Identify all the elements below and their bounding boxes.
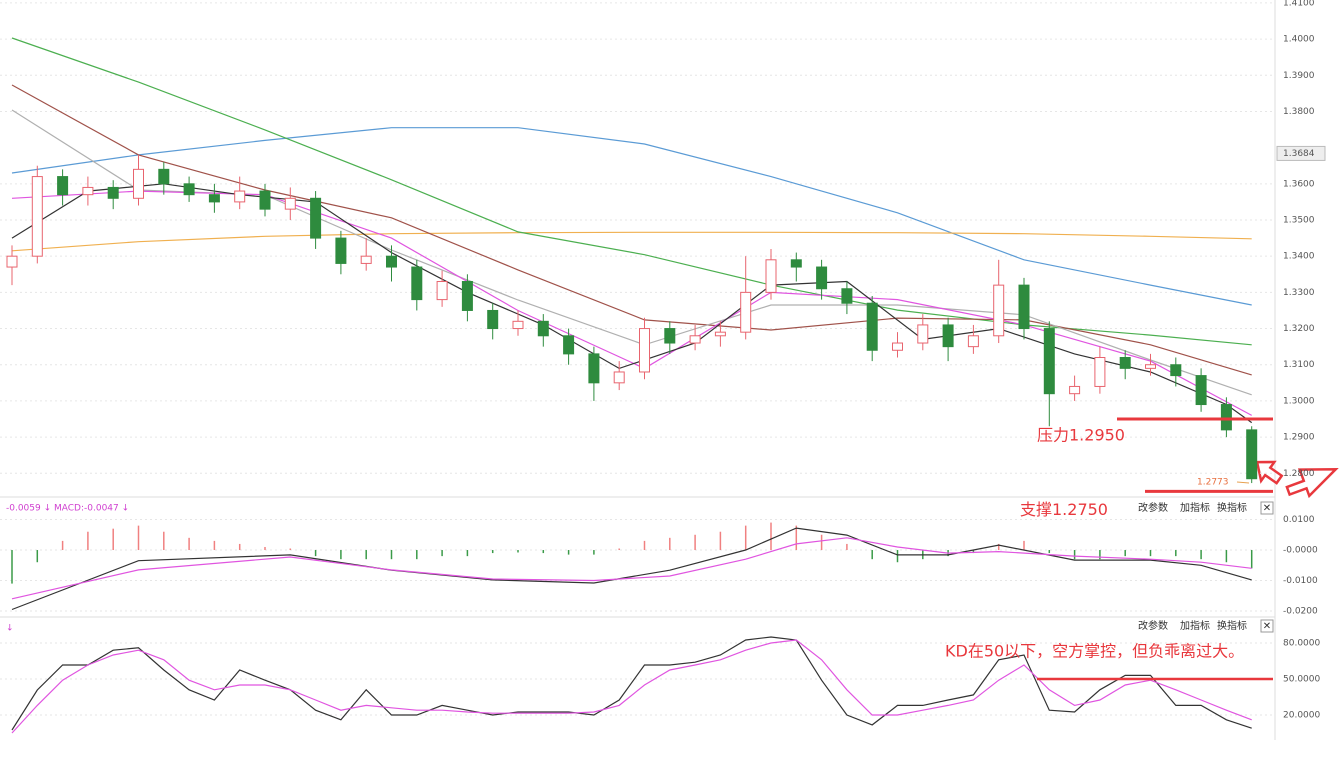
candle-body bbox=[740, 291, 752, 333]
candle-body bbox=[6, 255, 18, 268]
y-tick-label: 1.2900 bbox=[1283, 433, 1315, 443]
candle-body bbox=[714, 331, 726, 337]
y-tick-label: 1.3000 bbox=[1283, 396, 1315, 406]
y-tick-label: 50.0000 bbox=[1283, 674, 1320, 684]
candle-body bbox=[639, 328, 650, 373]
y-tick-label: 0.0100 bbox=[1283, 515, 1315, 525]
y-tick-label: 20.0000 bbox=[1283, 710, 1320, 720]
candle-body bbox=[310, 197, 322, 239]
y-tick-label: 1.3200 bbox=[1283, 324, 1315, 334]
indicator-header: -0.0059 ↓ MACD:-0.0047 ↓ bbox=[6, 504, 129, 514]
toolbar-button: 改参数 bbox=[1138, 619, 1168, 632]
candle-body bbox=[866, 302, 878, 351]
y-tick-label: -0.0100 bbox=[1283, 576, 1318, 586]
level-label: 压力1.2950 bbox=[1037, 426, 1125, 445]
moving-average bbox=[11, 183, 1253, 424]
toolbar-button: 换指标 bbox=[1217, 619, 1247, 632]
price-marker bbox=[1276, 145, 1326, 161]
candle-body bbox=[82, 186, 94, 196]
candle-body bbox=[133, 168, 144, 199]
button-box bbox=[1260, 501, 1274, 515]
candle-body bbox=[664, 328, 676, 344]
y-tick-label: 1.3800 bbox=[1283, 107, 1315, 117]
candle-body bbox=[588, 353, 600, 384]
y-tick-label: 1.3900 bbox=[1283, 71, 1315, 81]
toolbar-button: 换指标 bbox=[1217, 501, 1247, 514]
candle-body bbox=[1220, 404, 1232, 431]
candle-body bbox=[512, 320, 524, 330]
macd-line bbox=[11, 537, 1252, 600]
candle-body bbox=[942, 324, 954, 348]
candle-body bbox=[1195, 375, 1207, 406]
candle-body bbox=[790, 259, 802, 268]
candle-body bbox=[892, 342, 903, 351]
candle-body bbox=[487, 309, 499, 330]
candle-body bbox=[537, 320, 549, 337]
candle-body bbox=[841, 288, 853, 304]
candle-body bbox=[816, 266, 828, 290]
kd-line bbox=[11, 639, 1252, 734]
kd-line bbox=[11, 636, 1252, 731]
moving-average bbox=[11, 127, 1252, 306]
toolbar-button: ✕ bbox=[1263, 621, 1271, 632]
y-tick-label: 1.3400 bbox=[1283, 252, 1315, 262]
candle-body bbox=[1018, 284, 1030, 330]
toolbar-button: 加指标 bbox=[1180, 501, 1210, 514]
candle-body bbox=[284, 197, 296, 210]
candle-body bbox=[1043, 328, 1055, 395]
low-pointer bbox=[1236, 481, 1250, 484]
candle-body bbox=[1246, 429, 1258, 480]
annotation: KD在50以下，空方掌控，但负乖离过大。 bbox=[945, 642, 1244, 661]
candle-body bbox=[613, 371, 625, 384]
candle-body bbox=[31, 176, 43, 257]
candle-body bbox=[689, 335, 701, 344]
indicator-header: ↓ bbox=[6, 624, 14, 634]
candle-body bbox=[411, 266, 423, 301]
toolbar-button: 加指标 bbox=[1180, 619, 1210, 632]
y-tick-label: 1.2800 bbox=[1283, 469, 1315, 479]
candle-body bbox=[1069, 385, 1081, 395]
y-tick-label: 1.3100 bbox=[1283, 360, 1315, 370]
candle-body bbox=[1170, 364, 1182, 377]
candle-body bbox=[335, 237, 347, 264]
y-tick-label: 1.3500 bbox=[1283, 216, 1315, 226]
candle-body bbox=[1094, 357, 1106, 387]
candle-body bbox=[360, 255, 372, 264]
arrow bbox=[1255, 460, 1284, 485]
y-tick-label: 1.4100 bbox=[1283, 0, 1315, 8]
candle-body bbox=[765, 259, 777, 293]
candle-body bbox=[461, 281, 473, 311]
toolbar-button: 改参数 bbox=[1138, 501, 1168, 514]
candle-body bbox=[183, 183, 195, 196]
candle-body bbox=[917, 324, 929, 344]
y-tick-label: 1.3600 bbox=[1283, 179, 1315, 189]
y-tick-label: 80.0000 bbox=[1283, 639, 1320, 649]
candle-body bbox=[386, 255, 397, 268]
candle-body bbox=[967, 335, 979, 348]
moving-average bbox=[11, 231, 1252, 252]
candle-body bbox=[208, 194, 220, 203]
y-tick-label: -0.0200 bbox=[1283, 607, 1318, 617]
candle-body bbox=[1145, 364, 1156, 369]
candle-body bbox=[57, 176, 69, 196]
y-tick-label: -0.0000 bbox=[1283, 546, 1318, 556]
level-label: 支撑1.2750 bbox=[1020, 500, 1108, 519]
candle-body bbox=[107, 186, 119, 199]
y-tick-label: 1.3300 bbox=[1283, 288, 1315, 298]
candle-body bbox=[259, 190, 271, 210]
candle-body bbox=[234, 190, 246, 203]
arrow bbox=[1285, 467, 1339, 499]
button-box bbox=[1260, 619, 1274, 633]
price-marker-label: 1.3684 bbox=[1283, 149, 1315, 159]
y-tick-label: 1.4000 bbox=[1283, 35, 1315, 45]
candle-body bbox=[993, 284, 1005, 337]
candle-body bbox=[1119, 357, 1131, 369]
low-label: 1.2773 bbox=[1197, 478, 1229, 488]
candle-body bbox=[563, 335, 575, 355]
candle-body bbox=[158, 168, 170, 185]
candle-body bbox=[436, 281, 448, 301]
toolbar-button: ✕ bbox=[1263, 503, 1271, 514]
